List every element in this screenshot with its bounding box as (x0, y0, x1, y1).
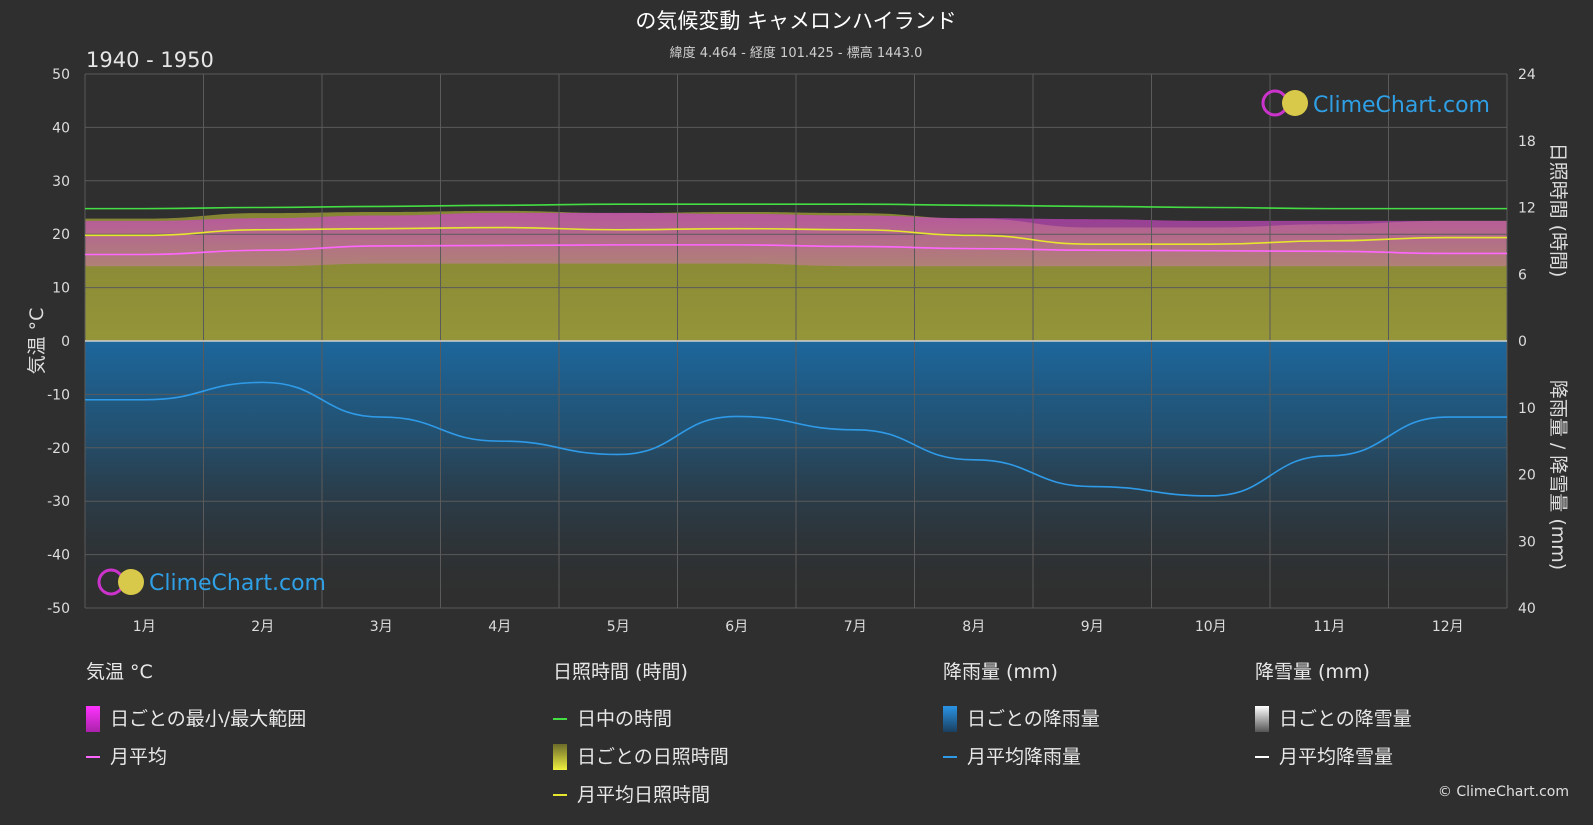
legend-item: 日ごとの日照時間 (553, 738, 729, 776)
legend-label: 日中の時間 (577, 708, 673, 730)
legend-label: 日ごとの降雪量 (1279, 708, 1412, 730)
x-tick-label: 4月 (488, 619, 511, 635)
y-right-bottom-tick-label: 20 (1518, 468, 1536, 484)
grid-lines (84, 73, 1508, 609)
legend-item: 月平均日照時間 (553, 776, 729, 814)
x-tick-label: 1月 (133, 619, 156, 635)
legend-label: 日ごとの日照時間 (577, 746, 729, 768)
legend-item: 日中の時間 (553, 700, 729, 738)
x-tick-label: 10月 (1195, 619, 1227, 635)
y-right-top-tick-label: 12 (1518, 201, 1536, 217)
y-right-top-axis-label: 日照時間 (時間) (1547, 143, 1569, 278)
y-right-top-tick-label: 0 (1518, 334, 1527, 350)
x-tick-label: 2月 (251, 619, 274, 635)
legend-heading: 日照時間 (時間) (553, 661, 688, 683)
line-swatch (86, 756, 100, 758)
line-swatch (553, 718, 567, 720)
legend-item: 月平均 (86, 738, 306, 776)
logo-text: ClimeChart.com (1313, 93, 1490, 118)
period-label: 1940 - 1950 (86, 48, 214, 72)
y-left-tick-label: -10 (47, 387, 70, 403)
logo-bottom[interactable]: ClimeChart.com (97, 568, 326, 596)
legend-item: 日ごとの降雨量 (943, 700, 1100, 738)
y-left-tick-label: 20 (52, 227, 70, 243)
chart-subtitle: 緯度 4.464 - 経度 101.425 - 標高 1443.0 (670, 45, 923, 61)
sunshine-swatch (553, 744, 567, 770)
y-left-tick-label: 30 (52, 174, 70, 190)
climate-chart: の気候変動 キャメロンハイランド 緯度 4.464 - 経度 101.425 -… (26, 9, 1569, 635)
y-right-bottom-tick-label: 10 (1518, 401, 1536, 417)
logo-top[interactable]: ClimeChart.com (1261, 89, 1490, 118)
line-swatch (1255, 756, 1269, 758)
line-swatch (553, 794, 567, 796)
y-left-tick-label: -20 (47, 441, 70, 457)
series-lines (84, 203, 1507, 497)
y-right-top-tick-label: 18 (1518, 134, 1536, 150)
y-right-bottom-axis-label: 降雨量 / 降雪量 (mm) (1547, 380, 1569, 570)
y-left-tick-label: 40 (52, 120, 70, 136)
legend-temperature: 気温 °C 日ごとの最小/最大範囲 月平均 (86, 660, 306, 776)
logo-sun-icon (1282, 90, 1308, 116)
y-right-bottom-tick-label: 30 (1518, 534, 1536, 550)
x-tick-label: 9月 (1081, 619, 1104, 635)
legend-item: 月平均降雨量 (943, 738, 1100, 776)
x-tick-label: 5月 (607, 619, 630, 635)
copyright: © ClimeChart.com (1437, 784, 1569, 800)
series-line (85, 244, 1507, 256)
x-tick-label: 3月 (370, 619, 393, 635)
y-left-tick-label: 50 (52, 67, 70, 83)
logo-sun-icon (118, 569, 144, 595)
chart-title: の気候変動 キャメロンハイランド (635, 9, 956, 33)
x-tick-label: 11月 (1313, 619, 1345, 635)
y-left-tick-label: -50 (47, 601, 70, 617)
x-tick-label: 6月 (725, 619, 748, 635)
legend-rain: 降雨量 (mm) 日ごとの降雨量 月平均降雨量 (943, 660, 1100, 776)
line-swatch (943, 756, 957, 758)
logo-text: ClimeChart.com (149, 571, 326, 596)
y-left-axis-label: 気温 °C (26, 308, 48, 375)
y-right-bottom-tick-label: 40 (1518, 601, 1536, 617)
x-tick-label: 7月 (844, 619, 867, 635)
legend-label: 日ごとの最小/最大範囲 (110, 708, 307, 730)
x-tick-label: 12月 (1432, 619, 1464, 635)
y-left-tick-label: 0 (61, 334, 70, 350)
rain-swatch (943, 706, 957, 732)
y-left-tick-label: -40 (47, 548, 70, 564)
legend: 気温 °C 日ごとの最小/最大範囲 月平均 日照時間 (時間) 日中の時間 日ご… (0, 660, 1593, 820)
legend-label: 月平均降雨量 (967, 746, 1082, 768)
legend-label: 月平均降雪量 (1279, 746, 1394, 768)
legend-label: 日ごとの降雨量 (967, 708, 1100, 730)
snow-swatch (1255, 706, 1269, 732)
legend-sunshine: 日照時間 (時間) 日中の時間 日ごとの日照時間 月平均日照時間 (553, 660, 729, 814)
series-line (84, 203, 1507, 210)
y-right-top-tick-label: 6 (1518, 267, 1527, 283)
y-right-top-tick-label: 24 (1518, 67, 1536, 83)
legend-label: 月平均 (110, 746, 168, 768)
legend-item: 日ごとの最小/最大範囲 (86, 700, 306, 738)
legend-item: 日ごとの降雪量 (1255, 700, 1412, 738)
x-tick-label: 8月 (962, 619, 985, 635)
legend-item: 月平均降雪量 (1255, 738, 1412, 776)
legend-label: 月平均日照時間 (577, 784, 711, 806)
legend-heading: 降雨量 (mm) (943, 661, 1058, 683)
range-swatch (86, 706, 100, 732)
series-line (85, 381, 1507, 497)
legend-heading: 降雪量 (mm) (1255, 661, 1370, 683)
axes: 50 40 30 20 10 0 -10 -20 -30 -40 -50 24 18 12 6 0 10 20 30… (47, 67, 1536, 635)
legend-snow: 降雪量 (mm) 日ごとの降雪量 月平均降雪量 (1255, 660, 1412, 776)
y-left-tick-label: -30 (47, 494, 70, 510)
series-line (85, 226, 1507, 246)
y-left-tick-label: 10 (52, 281, 70, 297)
legend-heading: 気温 °C (86, 661, 153, 683)
